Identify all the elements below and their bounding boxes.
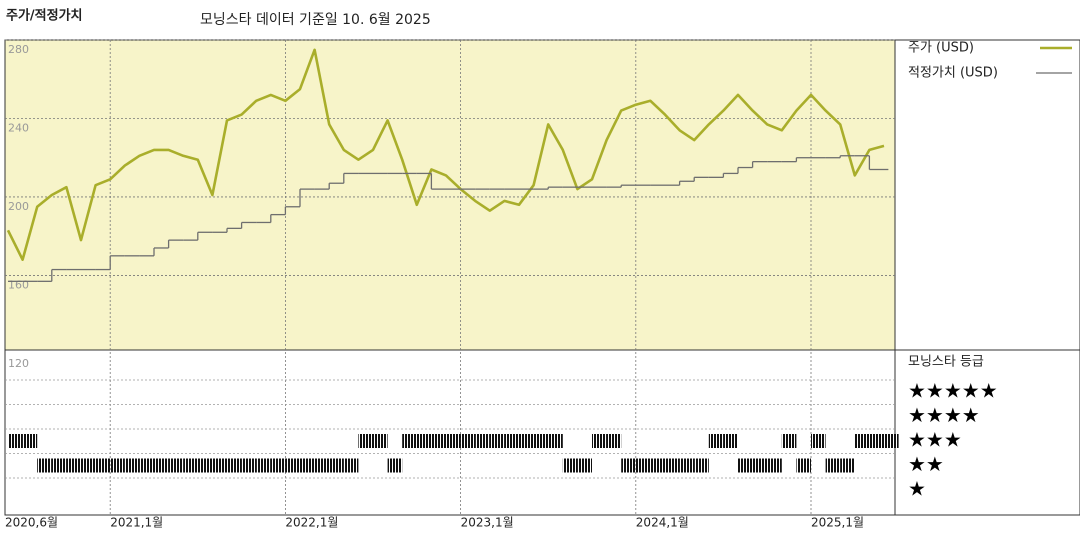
rating-bar xyxy=(387,458,403,473)
y-tick-label: 240 xyxy=(8,121,29,134)
rating-bar xyxy=(679,458,695,473)
rating-level-label: ★ xyxy=(908,477,926,501)
y-tick-label: 280 xyxy=(8,43,29,56)
legend-label: 적정가치 (USD) xyxy=(908,66,998,81)
x-tick-label: 2020,6월 xyxy=(5,516,58,530)
rating-bar xyxy=(373,434,388,448)
rating-bar xyxy=(329,458,344,473)
rating-bar xyxy=(650,458,665,473)
rating-bar xyxy=(285,458,300,473)
rating-bar xyxy=(124,458,140,473)
price-line xyxy=(6,48,885,261)
rating-bar xyxy=(241,458,257,473)
rating-level-label: ★★ xyxy=(908,452,944,476)
rating-bar xyxy=(738,458,753,473)
section-title: 주가/적정가치 xyxy=(6,8,83,24)
rating-bar xyxy=(752,458,768,473)
x-tick-label: 2022,1월 xyxy=(285,516,338,530)
rating-bar xyxy=(562,458,578,473)
rating-bar xyxy=(256,458,271,473)
chart-subtitle: 모닝스타 데이터 기준일 10. 6월 2025 xyxy=(200,12,431,28)
rating-bar xyxy=(533,434,549,448)
x-tick-label: 2023,1월 xyxy=(461,516,514,530)
rating-bar xyxy=(314,458,330,473)
y-tick-label: 160 xyxy=(8,278,29,291)
rating-bar xyxy=(884,434,899,448)
rating-bar xyxy=(635,458,651,473)
rating-bar xyxy=(197,458,213,473)
y-tick-label: 120 xyxy=(8,357,29,370)
rating-bar xyxy=(416,434,432,448)
rating-bar xyxy=(869,434,884,448)
rating-bar xyxy=(811,434,826,448)
rating-bar xyxy=(781,434,797,448)
y-tick-label: 200 xyxy=(8,200,29,213)
rating-bar xyxy=(694,458,709,473)
rating-bar xyxy=(300,458,315,473)
rating-bar xyxy=(665,458,680,473)
rating-bar xyxy=(796,458,811,473)
rating-bar xyxy=(8,434,23,448)
rating-bar xyxy=(270,458,286,473)
rating-bar xyxy=(840,458,855,473)
rating-bar xyxy=(95,458,111,473)
rating-title: 모닝스타 등급 xyxy=(908,355,984,370)
rating-bar xyxy=(22,434,38,448)
rating-bar xyxy=(343,458,359,473)
rating-bar xyxy=(446,434,461,448)
rating-bar xyxy=(227,458,242,473)
rating-bar xyxy=(110,458,125,473)
rating-bar xyxy=(504,434,519,448)
rating-bar xyxy=(139,458,154,473)
rating-bar xyxy=(489,434,505,448)
x-tick-label: 2025,1월 xyxy=(811,516,864,530)
rating-bar xyxy=(621,458,636,473)
rating-bar xyxy=(519,434,534,448)
plot-background xyxy=(5,40,895,350)
rating-bar xyxy=(154,458,169,473)
rating-level-label: ★★★★ xyxy=(908,403,980,427)
rating-bar xyxy=(37,458,52,473)
x-tick-label: 2024,1월 xyxy=(636,516,689,530)
rating-level-label: ★★★ xyxy=(908,428,962,452)
rating-bar xyxy=(183,458,198,473)
rating-bar xyxy=(51,458,67,473)
rating-bar xyxy=(431,434,446,448)
rating-bar xyxy=(460,434,476,448)
rating-bar xyxy=(402,434,417,448)
rating-bar xyxy=(767,458,782,473)
rating-bar xyxy=(548,434,563,448)
rating-bar xyxy=(212,458,227,473)
x-tick-label: 2021,1월 xyxy=(110,516,163,530)
rating-bar xyxy=(606,434,622,448)
legend-label: 주가 (USD) xyxy=(908,41,974,56)
rating-bar xyxy=(475,434,490,448)
rating-bar xyxy=(577,458,592,473)
rating-level-label: ★★★★★ xyxy=(908,379,998,403)
rating-bar xyxy=(168,458,184,473)
rating-bar xyxy=(592,434,607,448)
rating-bar xyxy=(854,434,870,448)
rating-bar xyxy=(723,434,738,448)
rating-bar xyxy=(825,458,841,473)
rating-bar xyxy=(358,434,373,448)
rating-bar xyxy=(66,458,81,473)
rating-bar xyxy=(81,458,96,473)
rating-bar xyxy=(708,434,724,448)
